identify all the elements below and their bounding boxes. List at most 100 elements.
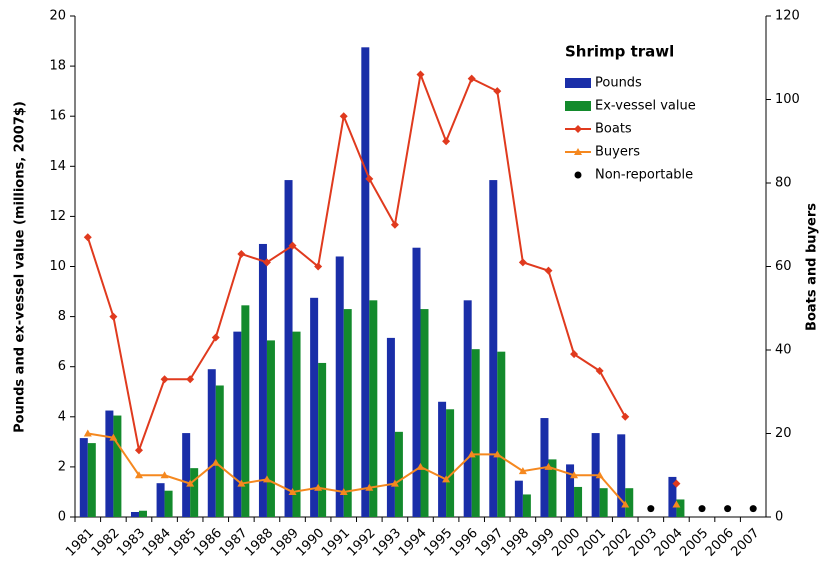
point	[134, 471, 143, 479]
x-tick-label: 1993	[370, 526, 404, 560]
legend-label: Boats	[595, 122, 632, 137]
bar	[318, 362, 327, 517]
point	[160, 375, 169, 384]
bar	[463, 300, 472, 517]
legend-swatch	[565, 78, 591, 88]
bar	[310, 297, 319, 517]
legend-marker	[574, 148, 582, 155]
point	[621, 500, 630, 508]
bar	[446, 409, 455, 517]
x-tick-label: 2003	[626, 526, 660, 560]
x-tick-label: 1998	[498, 526, 532, 560]
x-tick-label: 1983	[114, 526, 148, 560]
bar	[343, 309, 352, 517]
y-tick-label: 8	[58, 309, 66, 324]
point	[83, 233, 92, 242]
bar	[113, 415, 122, 517]
point	[134, 446, 143, 455]
bar	[284, 180, 293, 517]
point	[570, 471, 579, 479]
point	[288, 241, 297, 250]
point	[262, 258, 271, 267]
x-tick-label: 1989	[268, 526, 302, 560]
point	[518, 467, 527, 475]
x-tick-label: 1981	[63, 526, 97, 560]
point	[621, 412, 630, 421]
line	[86, 70, 627, 454]
y-tick-label: 0	[58, 510, 66, 525]
point	[365, 174, 374, 183]
bar	[369, 300, 378, 517]
legend-label: Non-reportable	[595, 168, 693, 183]
bar	[79, 438, 88, 517]
y-axis-title: Pounds and ex-vessel value (millions, 20…	[13, 101, 28, 433]
point	[211, 333, 220, 342]
x-tick-label: 1992	[345, 526, 379, 560]
y2-tick-label: 20	[775, 426, 792, 441]
bar	[156, 483, 165, 517]
point	[390, 220, 399, 229]
x-tick-label: 2005	[677, 526, 711, 560]
y2-axis-title: Boats and buyers	[805, 203, 820, 331]
bar	[207, 369, 216, 517]
legend-marker	[574, 171, 582, 179]
y-tick-label: 16	[49, 109, 66, 124]
point	[186, 375, 195, 384]
legend-label: Buyers	[595, 145, 640, 160]
bar	[233, 331, 242, 517]
bar	[574, 486, 583, 517]
y-tick-label: 6	[58, 359, 66, 374]
point	[724, 505, 732, 513]
point	[288, 487, 297, 495]
point	[442, 475, 451, 483]
point	[647, 505, 655, 513]
point	[467, 450, 476, 458]
point	[416, 462, 425, 470]
bar	[164, 490, 173, 517]
y2-tick-label: 100	[775, 92, 800, 107]
bar	[87, 443, 96, 517]
point	[339, 112, 348, 121]
y2-tick-label: 60	[775, 259, 792, 274]
point	[109, 312, 118, 321]
x-tick-label: 1988	[242, 526, 276, 560]
bar	[412, 247, 421, 517]
point	[365, 483, 374, 491]
point	[211, 458, 220, 466]
bar	[335, 256, 344, 517]
x-tick-label: 1984	[140, 526, 174, 560]
bar	[514, 480, 523, 517]
point	[698, 505, 706, 513]
point	[493, 450, 502, 458]
bar	[668, 476, 677, 517]
y-tick-label: 2	[58, 459, 66, 474]
bar	[566, 464, 575, 517]
point	[314, 262, 323, 271]
point	[109, 433, 118, 441]
legend-marker	[574, 125, 582, 133]
y-tick-label: 18	[49, 59, 66, 74]
bar	[625, 488, 634, 517]
bar	[599, 488, 608, 517]
point	[237, 249, 246, 258]
x-tick-label: 1985	[165, 526, 199, 560]
point	[595, 366, 604, 375]
point	[416, 70, 425, 79]
y-tick-label: 20	[49, 9, 66, 24]
line	[87, 432, 626, 506]
bar	[190, 468, 199, 517]
point	[160, 471, 169, 479]
bar	[548, 459, 557, 517]
point	[595, 471, 604, 479]
bar	[266, 340, 275, 517]
y2-tick-label: 0	[775, 510, 783, 525]
bar	[182, 433, 191, 517]
x-tick-label: 1982	[89, 526, 123, 560]
point	[493, 87, 502, 96]
point	[544, 462, 553, 470]
x-tick-label: 2004	[652, 526, 686, 560]
y-tick-label: 14	[49, 159, 66, 174]
bar	[438, 401, 447, 517]
y-tick-label: 4	[58, 409, 66, 424]
x-tick-label: 1986	[191, 526, 225, 560]
